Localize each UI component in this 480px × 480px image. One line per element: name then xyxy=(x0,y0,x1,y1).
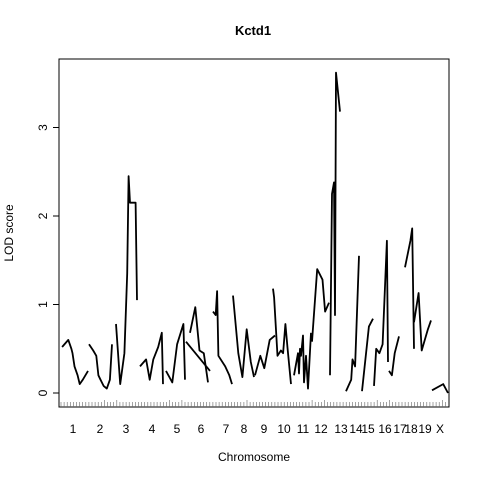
lod-lines xyxy=(61,71,449,394)
marker-rug xyxy=(60,400,446,407)
lod-line-chr-19 xyxy=(404,227,415,349)
y-axis: 0 1 2 3 xyxy=(36,124,60,396)
lod-line-chr-4 xyxy=(139,331,164,385)
lod-line-chr-5 xyxy=(165,323,186,384)
x-tick-label: 17 xyxy=(393,422,407,436)
x-tick-label: X xyxy=(436,422,444,436)
x-tick-label: 13 xyxy=(334,422,348,436)
y-axis-label: LOD score xyxy=(2,204,16,262)
x-tick-label: 10 xyxy=(277,422,291,436)
lod-line-chr-17 xyxy=(373,239,389,386)
x-tick-label: 4 xyxy=(149,422,156,436)
x-tick-label: 1 xyxy=(70,422,77,436)
lod-line-chr-X2 xyxy=(431,383,449,394)
x-tick-label: 7 xyxy=(223,422,230,436)
lod-line-chr-1 xyxy=(61,338,89,386)
lod-line-chr-3 xyxy=(115,175,138,386)
lod-line-chr-7 xyxy=(189,306,209,383)
lod-line-chr-12 xyxy=(293,332,312,390)
lod-line-chr-16 xyxy=(361,318,374,392)
lod-line-chr-8 xyxy=(212,290,233,385)
y-tick-label: 2 xyxy=(36,212,50,219)
x-tick-label: 8 xyxy=(241,422,248,436)
lod-line-chr-18 xyxy=(388,336,400,377)
x-tick-label: 2 xyxy=(97,422,104,436)
x-tick-label: 3 xyxy=(123,422,130,436)
x-tick-label: 14 xyxy=(349,422,363,436)
lod-line-chr-9 xyxy=(232,295,255,379)
lod-line-chr-10 xyxy=(254,334,276,376)
lod-line-chr-2 xyxy=(88,343,113,390)
x-tick-label: 15 xyxy=(361,422,375,436)
x-tick-label: 19 xyxy=(418,422,432,436)
lod-line-chr-13 xyxy=(311,268,330,342)
x-tick-label: 16 xyxy=(378,422,392,436)
lod-line-chr-11 xyxy=(272,288,292,385)
x-tick-label: 9 xyxy=(261,422,268,436)
lod-line-chr-X xyxy=(413,292,432,352)
x-tick-label: 12 xyxy=(314,422,328,436)
y-tick-label: 3 xyxy=(36,124,50,131)
chart-title: Kctd1 xyxy=(235,23,271,38)
x-tick-label: 6 xyxy=(198,422,205,436)
lod-line-chr-14 xyxy=(329,71,341,376)
x-tick-label: 5 xyxy=(174,422,181,436)
lod-line-chr-15 xyxy=(345,255,360,392)
y-tick-label: 1 xyxy=(36,301,50,308)
x-tick-label: 11 xyxy=(297,422,310,436)
x-tick-label: 18 xyxy=(404,422,418,436)
y-tick-label: 0 xyxy=(36,389,50,396)
x-axis-label: Chromosome xyxy=(218,450,290,464)
